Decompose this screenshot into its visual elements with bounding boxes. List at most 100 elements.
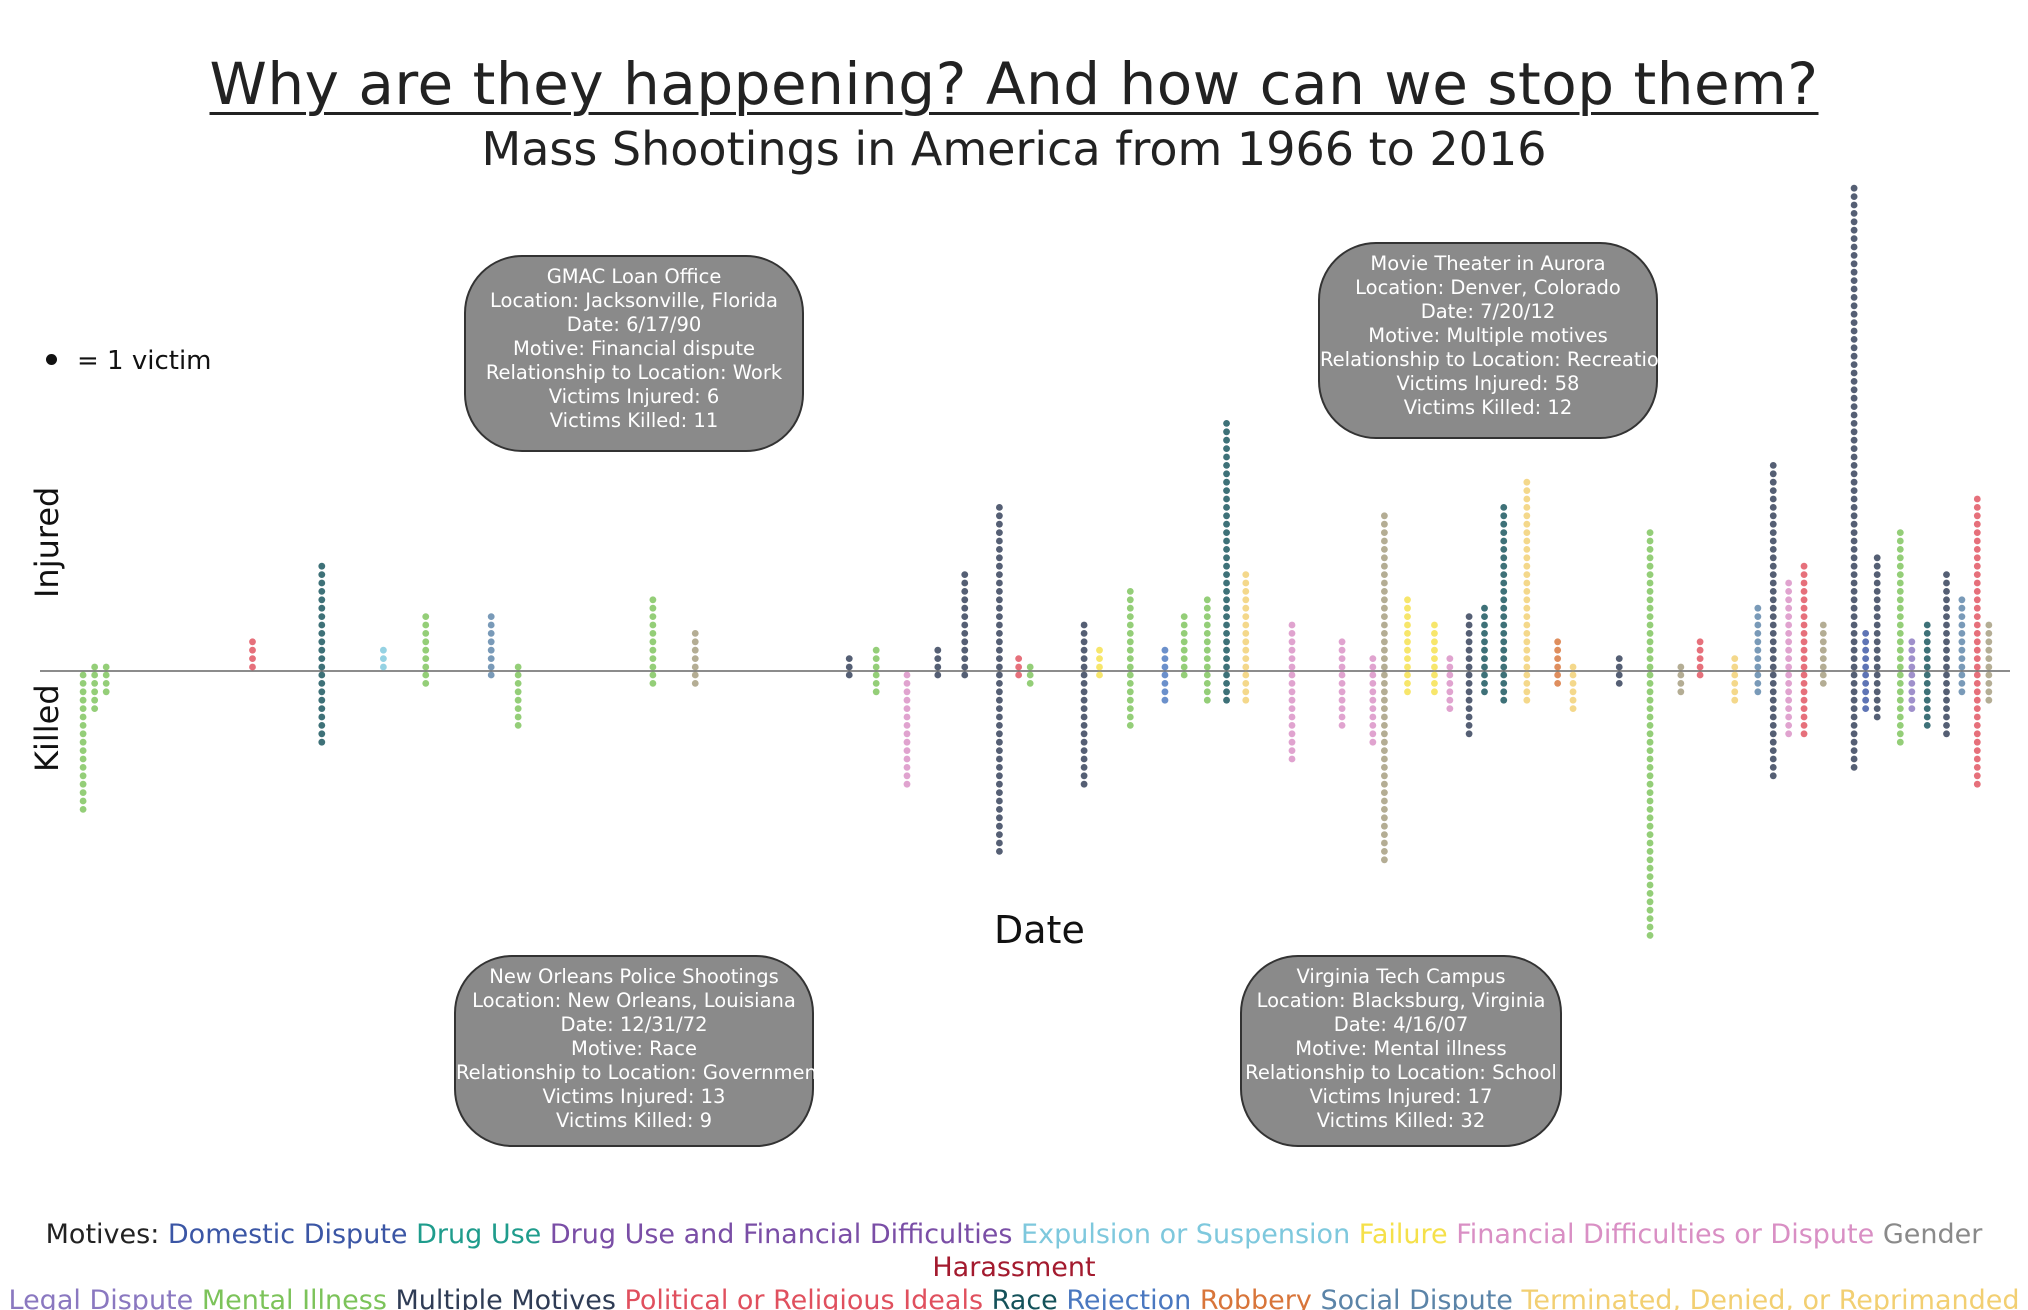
killed-victim-dot (1785, 713, 1793, 721)
killed-victim-dot (1677, 671, 1685, 679)
callout-line: Movie Theater in Aurora (1370, 252, 1606, 275)
killed-victim-dot (1554, 671, 1562, 679)
injured-victim-dot (1404, 646, 1411, 654)
event-column (1769, 462, 1777, 780)
injured-victim-dot (1015, 663, 1023, 671)
injured-victim-dot (1958, 646, 1966, 654)
injured-victim-dot (1223, 613, 1230, 620)
injured-victim-dot (102, 663, 110, 671)
injured-victim-dot (691, 638, 699, 646)
killed-victim-dot (1985, 680, 1993, 687)
injured-victim-dot (1431, 630, 1438, 637)
injured-victim-dot (1223, 562, 1230, 570)
callout-line: Location: New Orleans, Louisiana (472, 989, 796, 1012)
killed-victim-dot (1731, 680, 1739, 687)
injured-victim-dot (1850, 588, 1858, 595)
killed-victim-dot (1896, 688, 1904, 696)
injured-victim-dot (1288, 630, 1296, 637)
injured-victim-dot (1203, 613, 1211, 620)
event-column (1465, 613, 1473, 738)
injured-victim-dot (1126, 655, 1134, 662)
event-column (1288, 621, 1296, 763)
event-column (380, 646, 387, 671)
injured-victim-dot (1080, 621, 1088, 629)
callout-line: Location: Jacksonville, Florida (490, 289, 778, 312)
killed-victim-dot (1973, 772, 1981, 780)
injured-victim-dot (649, 663, 657, 671)
killed-victim-dot (903, 671, 911, 679)
injured-victim-dot (1850, 361, 1858, 368)
injured-victim-dot (1896, 554, 1904, 562)
injured-victim-dot (1731, 663, 1739, 671)
injured-victim-dot (1500, 546, 1508, 553)
killed-victim-dot (1369, 680, 1377, 687)
injured-victim-dot (1646, 571, 1654, 578)
killed-victim-dot (1288, 680, 1296, 687)
killed-victim-dot (996, 671, 1003, 679)
injured-victim-dot (1850, 386, 1858, 394)
injured-victim-dot (1800, 655, 1808, 662)
killed-victim-dot (1381, 797, 1388, 805)
killed-victim-dot (1896, 713, 1904, 721)
killed-victim-dot (1126, 705, 1134, 712)
killed-victim-dot (1800, 671, 1808, 679)
event-column (1696, 638, 1704, 679)
injured-victim-dot (1696, 655, 1704, 662)
killed-victim-dot (318, 722, 326, 729)
injured-victim-dot (1223, 470, 1230, 478)
killed-victim-dot (903, 680, 911, 687)
killed-victim-dot (1223, 688, 1230, 696)
motive-legend-item: Social Dispute (1320, 1285, 1513, 1310)
killed-victim-dot (1785, 680, 1793, 687)
killed-victim-dot (1862, 696, 1870, 704)
injured-victim-dot (996, 529, 1003, 536)
injured-victim-dot (1288, 655, 1296, 662)
injured-victim-dot (1646, 663, 1654, 671)
killed-victim-dot (996, 755, 1003, 763)
injured-victim-dot (1850, 655, 1858, 662)
killed-victim-dot (1646, 881, 1654, 889)
injured-victim-dot (1850, 579, 1858, 587)
injured-victim-dot (1404, 621, 1411, 629)
event-column (1873, 554, 1881, 721)
injured-victim-dot (1943, 646, 1950, 654)
injured-victim-dot (1973, 495, 1981, 503)
callout-line: Victims Killed: 11 (549, 409, 719, 432)
killed-victim-dot (1288, 671, 1296, 679)
killed-victim-dot (903, 764, 911, 771)
killed-victim-dot (1180, 671, 1188, 679)
killed-victim-dot (1850, 730, 1858, 738)
injured-victim-dot (1523, 596, 1531, 604)
injured-victim-dot (422, 646, 430, 654)
killed-victim-dot (1080, 705, 1088, 712)
killed-victim-dot (1288, 722, 1296, 729)
motive-legend-item: Harassment (932, 1252, 1096, 1283)
killed-victim-dot (1431, 688, 1438, 696)
injured-victim-dot (1500, 554, 1508, 562)
killed-victim-dot (1404, 688, 1411, 696)
killed-victim-dot (1646, 722, 1654, 729)
event-column (649, 596, 657, 687)
injured-victim-dot (1731, 655, 1739, 662)
killed-victim-dot (996, 705, 1003, 712)
injured-victim-dot (318, 621, 326, 629)
injured-victim-dot (996, 571, 1003, 578)
injured-victim-dot (1465, 663, 1473, 671)
injured-victim-dot (1523, 512, 1531, 520)
killed-victim-dot (1080, 688, 1088, 696)
injured-victim-dot (1943, 630, 1950, 637)
callout-line: Date: 4/16/07 (1333, 1013, 1469, 1036)
injured-victim-dot (1126, 596, 1134, 604)
killed-victim-dot (422, 671, 430, 679)
injured-victim-dot (1973, 613, 1981, 620)
injured-victim-dot (649, 646, 657, 654)
killed-victim-dot (1080, 772, 1088, 780)
killed-victim-dot (1896, 730, 1904, 738)
killed-victim-dot (1908, 688, 1916, 696)
killed-victim-dot (1288, 713, 1296, 721)
injured-victim-dot (1862, 638, 1870, 646)
killed-victim-dot (1569, 705, 1577, 712)
injured-victim-dot (1896, 630, 1904, 637)
injured-victim-dot (1646, 579, 1654, 587)
event-column (514, 663, 522, 729)
